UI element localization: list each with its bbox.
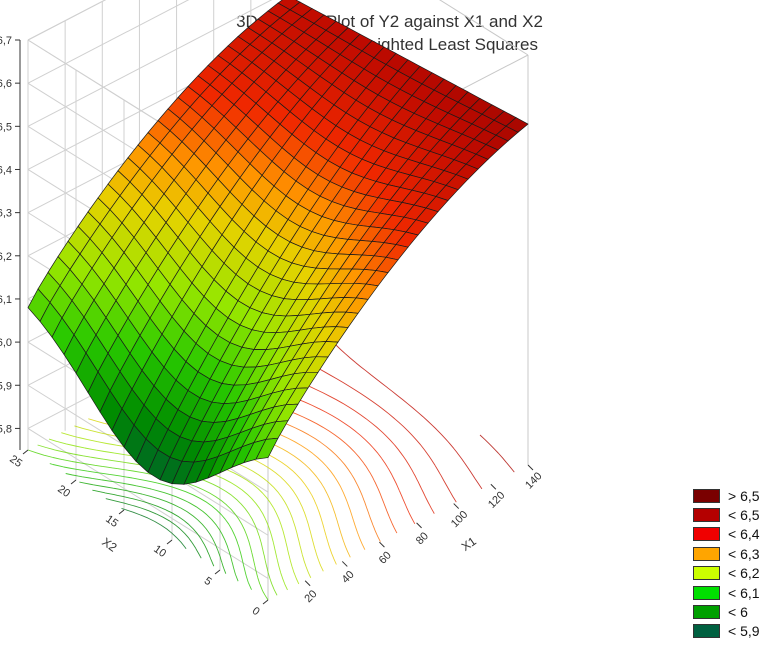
legend-item: < 6 [693, 602, 760, 621]
contour-line [479, 434, 515, 473]
x-tick [490, 483, 497, 490]
legend-item: < 6,2 [693, 564, 760, 583]
grid-line [27, 0, 107, 41]
y-tick [118, 509, 125, 515]
legend-label: < 6,4 [728, 526, 760, 543]
y-tick [262, 599, 269, 605]
legend-item: < 5,9 [693, 622, 760, 641]
z-tick-label: 5,9 [0, 380, 12, 392]
contour-line [49, 463, 253, 590]
legend-swatch [693, 605, 720, 620]
x-tick-label: 100 [449, 509, 470, 530]
legend-swatch [693, 624, 720, 639]
y-tick [166, 539, 173, 545]
z-tick-label: 6,2 [0, 251, 12, 263]
z-tick-label: 6,1 [0, 294, 12, 306]
legend-label: > 6,5 [728, 487, 760, 504]
z-tick-label: 6,6 [0, 78, 12, 90]
x-tick [527, 464, 534, 471]
legend-label: < 6,3 [728, 545, 760, 562]
grid-line [27, 0, 190, 84]
contour-line [92, 489, 215, 567]
y-tick-label: 20 [55, 483, 72, 500]
legend-label: < 6,1 [728, 584, 760, 601]
legend-label: < 6,2 [728, 565, 760, 582]
z-tick-label: 6,0 [0, 337, 12, 349]
legend-item: < 6,5 [693, 505, 760, 524]
contour-line [121, 507, 187, 550]
y-tick [22, 449, 29, 455]
contour-line [105, 498, 202, 559]
x-tick-label: 120 [486, 489, 507, 510]
legend-swatch [693, 527, 720, 542]
legend-label: < 5,9 [728, 623, 760, 640]
legend-swatch [693, 508, 720, 523]
y-tick-label: 15 [103, 513, 120, 530]
box-edge [439, 0, 529, 56]
legend-swatch [693, 546, 720, 561]
x-tick [453, 503, 460, 509]
y-axis-label: X2 [99, 535, 119, 555]
z-tick-label: 6,7 [0, 35, 12, 47]
legend-item: > 6,5 [693, 486, 760, 505]
contour-line [79, 481, 227, 574]
z-tick-label: 6,3 [0, 208, 12, 220]
y-tick-label: 5 [202, 575, 214, 588]
x-tick [379, 541, 385, 548]
floor-contours [27, 331, 515, 601]
z-tick-label: 6,5 [0, 121, 12, 133]
x-tick-label: 60 [377, 549, 394, 566]
x-tick [304, 580, 311, 587]
legend-swatch [693, 566, 720, 581]
y-tick [214, 569, 221, 575]
axes: 5,85,96,06,16,26,36,46,56,66,7Y220406080… [0, 35, 545, 618]
legend-label: < 6 [728, 604, 748, 621]
z-tick-label: 5,8 [0, 423, 12, 435]
surface-cell [255, 437, 279, 460]
x-tick-label: 20 [302, 588, 319, 605]
surface-mesh [27, 0, 529, 485]
legend: > 6,5 < 6,5 < 6,4 < 6,3 < 6,2 < 6,1 < 6 < 5,9 [693, 486, 760, 641]
y-tick-label: 0 [250, 605, 262, 618]
x-tick [341, 561, 348, 567]
contour-line [335, 344, 483, 490]
legend-swatch [693, 488, 720, 503]
y-tick [70, 479, 77, 485]
x-tick-label: 80 [414, 530, 431, 547]
x-tick-label: 140 [523, 470, 544, 491]
y-tick-label: 25 [7, 453, 24, 470]
x-tick-label: 40 [340, 569, 357, 586]
legend-item: < 6,3 [693, 544, 760, 563]
legend-item: < 6,1 [693, 583, 760, 602]
contour-line [65, 473, 239, 582]
x-axis-label: X1 [459, 534, 479, 554]
legend-item: < 6,4 [693, 525, 760, 544]
y-tick-label: 10 [151, 543, 168, 560]
legend-label: < 6,5 [728, 507, 760, 524]
grid-line [27, 0, 273, 127]
legend-swatch [693, 585, 720, 600]
x-tick [416, 522, 422, 529]
z-tick-label: 6,4 [0, 164, 12, 176]
